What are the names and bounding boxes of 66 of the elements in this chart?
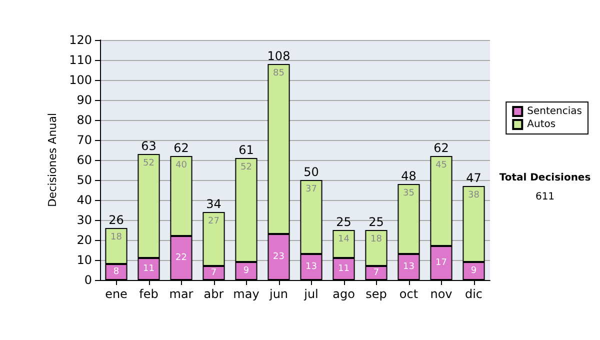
data-label: 37 <box>306 184 317 194</box>
total-label: 62 <box>174 141 189 155</box>
text: 611 <box>535 192 555 202</box>
data-label: 13 <box>403 262 414 272</box>
total-label: 25 <box>336 215 352 229</box>
legend-label: Sentencias <box>527 106 582 117</box>
x-tick-label: jul <box>303 287 318 301</box>
y-tick-label: 110 <box>69 53 92 67</box>
data-label: 11 <box>143 264 154 274</box>
data-label: 13 <box>306 262 317 272</box>
data-label: 18 <box>370 234 382 244</box>
data-label: 18 <box>110 232 122 242</box>
total-label: 50 <box>304 165 319 179</box>
data-label: 40 <box>176 160 188 170</box>
y-axis-title: Decisiones Anual <box>46 112 60 208</box>
x-tick-label: abr <box>204 287 224 301</box>
total-label: 34 <box>206 197 222 211</box>
data-label: 14 <box>338 234 350 244</box>
y-tick-label: 100 <box>69 73 92 87</box>
x-tick-label: feb <box>139 287 158 301</box>
y-tick-label: 40 <box>76 193 92 207</box>
x-tick-label: jun <box>268 287 288 301</box>
y-tick-label: 10 <box>76 253 92 267</box>
total-label: 62 <box>434 141 449 155</box>
x-tick-label: mar <box>169 287 194 301</box>
x-tick-label: sep <box>366 287 387 301</box>
y-tick-label: 60 <box>76 153 92 167</box>
total-label: 48 <box>401 169 416 183</box>
data-label: 8 <box>113 267 120 277</box>
y-tick-label: 50 <box>76 173 92 187</box>
data-label: 52 <box>143 158 154 168</box>
data-label: 11 <box>338 264 350 274</box>
data-label: 38 <box>468 190 480 200</box>
data-label: 9 <box>470 266 477 276</box>
data-label: 85 <box>273 68 284 78</box>
text: Total Decisiones <box>499 172 591 184</box>
y-tick-label: 120 <box>69 33 92 47</box>
y-tick-label: 80 <box>76 113 92 127</box>
data-label: 17 <box>436 258 447 268</box>
y-tick-label: 70 <box>76 133 92 147</box>
x-tick-label: nov <box>430 287 452 301</box>
y-tick-label: 0 <box>84 273 92 287</box>
x-tick-label: ago <box>332 287 355 301</box>
y-tick-label: 90 <box>76 93 92 107</box>
data-label: 22 <box>176 253 187 263</box>
total-label: 26 <box>108 213 124 227</box>
data-label: 35 <box>403 188 414 198</box>
data-label: 45 <box>436 160 447 170</box>
data-label: 52 <box>240 162 252 172</box>
total-label: 63 <box>141 139 156 153</box>
total-label: 108 <box>267 49 290 63</box>
total-label: 25 <box>368 215 384 229</box>
data-label: 27 <box>208 216 220 226</box>
data-label: 9 <box>243 266 250 276</box>
total-label: 47 <box>466 171 482 185</box>
y-tick-label: 20 <box>76 233 92 247</box>
total-label: 61 <box>238 143 254 157</box>
data-label: 7 <box>373 268 380 278</box>
x-tick-label: may <box>233 287 260 301</box>
data-label: 23 <box>273 252 284 262</box>
x-tick-label: dic <box>464 287 483 301</box>
y-tick-label: 30 <box>76 213 92 227</box>
legend-label: Autos <box>527 119 556 130</box>
x-tick-label: ene <box>105 287 128 301</box>
data-label: 7 <box>210 268 217 278</box>
x-tick-label: oct <box>399 287 418 301</box>
